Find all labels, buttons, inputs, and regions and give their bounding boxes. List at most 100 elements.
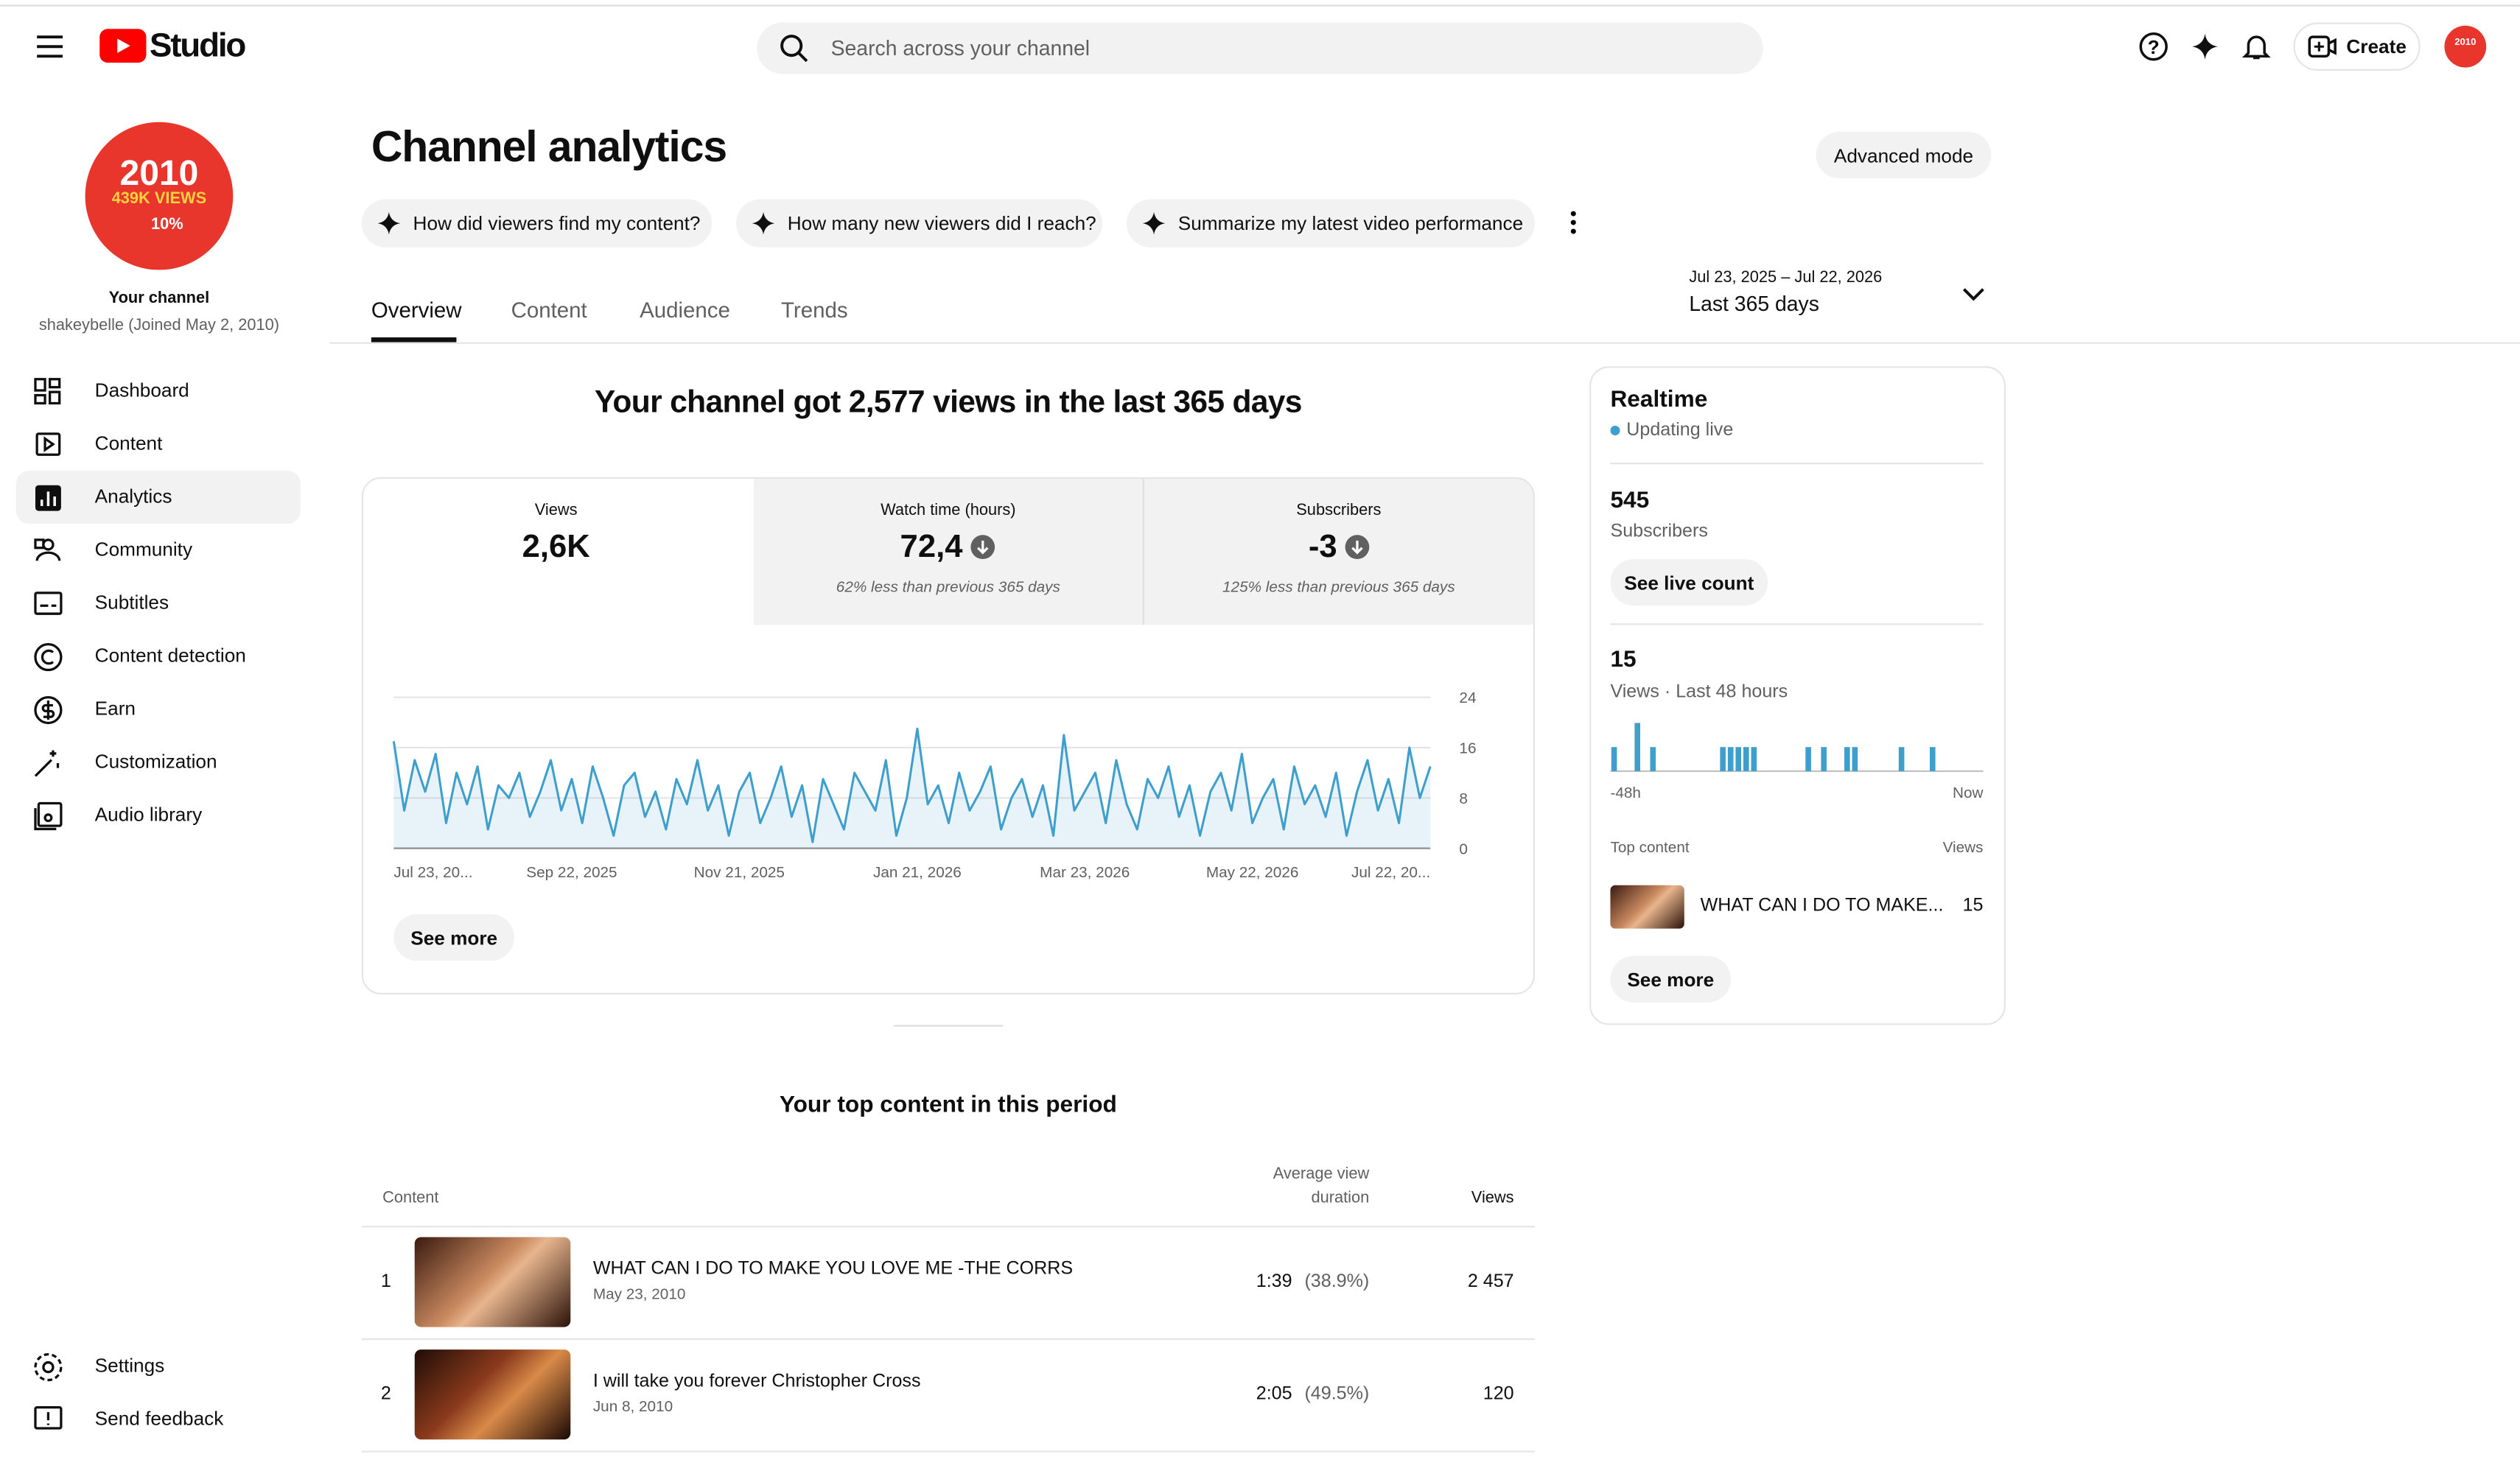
- thumbnail[interactable]: [1610, 885, 1684, 929]
- avatar-line: 439K VIEWS: [111, 190, 207, 208]
- nav-item[interactable]: Customization: [94, 750, 217, 773]
- metric-label[interactable]: Subscribers: [1296, 502, 1382, 520]
- advanced-mode-button[interactable]: Advanced mode: [1816, 131, 1992, 179]
- channel-label: Your channel: [108, 289, 210, 308]
- realtime-card: [1589, 366, 2006, 1025]
- y-tick-label: 16: [1459, 740, 1476, 757]
- prompt-label: How many new viewers did I reach?: [787, 211, 1096, 235]
- bar: [1634, 723, 1640, 771]
- more-icon[interactable]: [1569, 211, 1578, 235]
- x-tick-label: Jan 21, 2026: [873, 864, 962, 881]
- nav-item[interactable]: Dashboard: [94, 379, 189, 402]
- page-title: Channel analytics: [371, 122, 727, 172]
- metric-label[interactable]: Views: [534, 502, 578, 520]
- date-range[interactable]: Jul 23, 2025 – Jul 22, 2026: [1689, 269, 1883, 287]
- nav-item[interactable]: Subtitles: [94, 591, 169, 614]
- nav-item[interactable]: Analytics: [94, 485, 172, 508]
- x-tick-label: Jul 22, 20...: [1351, 864, 1430, 881]
- axis-label: -48h: [1610, 784, 1641, 803]
- search-placeholder[interactable]: Search across your channel: [830, 36, 1091, 60]
- metrics-card: [361, 477, 1535, 995]
- tab[interactable]: Audience: [640, 298, 730, 323]
- subscriber-count: 545: [1610, 488, 1650, 514]
- section-divider: [893, 1025, 1004, 1027]
- top-border: [0, 4, 2520, 7]
- column-header: Average view: [1273, 1165, 1370, 1184]
- live-dot: [1610, 425, 1620, 436]
- help-icon[interactable]: ?: [2139, 32, 2168, 61]
- nav-item[interactable]: Earn: [94, 697, 136, 720]
- metric-value[interactable]: -3: [1308, 529, 1337, 565]
- divider: [1610, 463, 1984, 465]
- nav-item[interactable]: Send feedback: [94, 1407, 224, 1430]
- metric-label[interactable]: Watch time (hours): [881, 502, 1016, 520]
- tab[interactable]: Content: [511, 298, 587, 323]
- views-cell: 120: [1483, 1385, 1514, 1405]
- see-more-button[interactable]: See more: [393, 914, 514, 961]
- tab[interactable]: Trends: [781, 298, 848, 323]
- bar: [1805, 747, 1811, 771]
- create-label[interactable]: Create: [2346, 35, 2407, 58]
- channel-avatar[interactable]: [85, 122, 234, 270]
- area: [393, 728, 1431, 849]
- avg-percent: (49.5%): [1304, 1385, 1370, 1405]
- nav-item[interactable]: Content detection: [94, 644, 246, 667]
- sparkle-icon: [1142, 211, 1166, 235]
- sparkle-icon: [752, 211, 775, 235]
- bar: [1821, 747, 1827, 771]
- metric-note: 125% less than previous 365 days: [1222, 579, 1455, 597]
- create-button[interactable]: [2293, 22, 2421, 71]
- svg-text:?: ?: [2148, 36, 2160, 58]
- button-label: See more: [1627, 968, 1715, 991]
- nav-item[interactable]: Settings: [94, 1354, 165, 1377]
- video-title[interactable]: WHAT CAN I DO TO MAKE YOU LOVE ME -THE C…: [592, 1259, 1074, 1279]
- bar: [1727, 747, 1734, 771]
- see-more-button[interactable]: See more: [1610, 955, 1732, 1003]
- metric-value[interactable]: 72,4: [900, 529, 963, 565]
- axis-label: Now: [1953, 784, 1984, 803]
- tabs-divider: [329, 342, 2520, 344]
- metric-value[interactable]: 2,6K: [522, 529, 590, 565]
- row-divider: [361, 1450, 1535, 1453]
- create-icon[interactable]: [2308, 35, 2337, 58]
- button-label: Advanced mode: [1833, 144, 1974, 166]
- top-item-title[interactable]: WHAT CAN I DO TO MAKE...: [1700, 896, 1944, 916]
- tab[interactable]: Overview: [371, 298, 462, 323]
- line: [392, 727, 1432, 843]
- avg-duration: 2:05: [1256, 1385, 1292, 1405]
- x-tick-label: May 22, 2026: [1206, 864, 1299, 881]
- period[interactable]: Last 365 days: [1689, 291, 1819, 316]
- live-count-button[interactable]: See live count: [1610, 559, 1768, 606]
- menu-icon[interactable]: [35, 35, 64, 58]
- tab-indicator: [371, 337, 457, 343]
- rank: 2: [380, 1385, 391, 1405]
- thumbnail[interactable]: [414, 1349, 571, 1440]
- video-title[interactable]: I will take you forever Christopher Cros…: [592, 1372, 921, 1391]
- prompt-chip[interactable]: Summarize my latest video performance: [1126, 199, 1535, 247]
- table-heading: Your top content in this period: [779, 1092, 1117, 1119]
- logo-text[interactable]: Studio: [149, 27, 247, 65]
- nav-item[interactable]: Community: [94, 538, 193, 561]
- search-icon[interactable]: [780, 34, 808, 63]
- prompt-chip[interactable]: How many new viewers did I reach?: [735, 199, 1103, 247]
- nav-item[interactable]: Content: [94, 432, 163, 455]
- thumbnail[interactable]: [414, 1237, 571, 1327]
- button-label: See live count: [1624, 571, 1754, 594]
- rank: 1: [380, 1272, 391, 1292]
- button-label: See more: [410, 926, 498, 949]
- column-header: Content: [382, 1190, 439, 1208]
- sparkle-icon[interactable]: [2192, 33, 2218, 60]
- logo-icon[interactable]: [99, 29, 147, 63]
- chevron-icon[interactable]: [1962, 287, 1985, 302]
- active-nav-bg: [15, 471, 301, 524]
- nav-item[interactable]: Audio library: [94, 803, 203, 826]
- avg-percent: (38.9%): [1304, 1272, 1370, 1292]
- search-box[interactable]: [757, 22, 1763, 74]
- account-avatar[interactable]: 2010: [2444, 25, 2487, 68]
- bell-icon[interactable]: [2241, 32, 2271, 61]
- column-header[interactable]: Views: [1471, 1190, 1514, 1208]
- y-tick-label: 8: [1459, 790, 1468, 807]
- bar: [1852, 747, 1858, 771]
- prompt-chip[interactable]: How did viewers find my content?: [361, 199, 713, 247]
- row-divider: [361, 1338, 1535, 1341]
